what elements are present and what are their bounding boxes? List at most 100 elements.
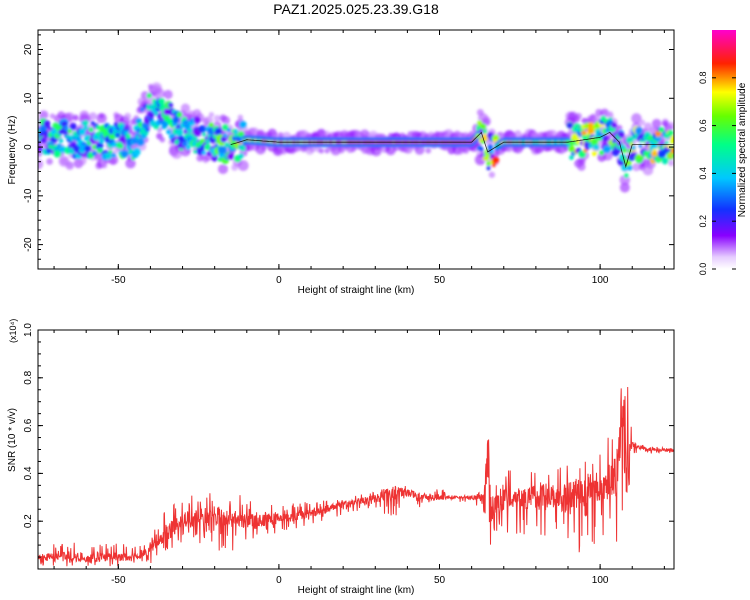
heat-blob (111, 141, 117, 148)
heat-blob (48, 144, 53, 149)
heat-blob (95, 125, 101, 130)
heat-blob (238, 153, 244, 159)
heat-blob (630, 152, 637, 159)
heat-halo (101, 162, 108, 169)
heat-halo (615, 124, 623, 132)
colorbar-ticks: 0.0 0.2 0.4 0.6 0.8 (698, 72, 736, 276)
heat-blob (83, 125, 89, 131)
heat-blob (629, 142, 634, 147)
x-tick-label: 50 (434, 575, 446, 586)
heat-halo (237, 160, 249, 172)
y-tick-label: 10 (23, 92, 34, 104)
heat-blob (40, 136, 47, 144)
heat-blob (666, 145, 671, 149)
heat-blob (193, 116, 201, 124)
heat-blob (569, 155, 574, 160)
heat-halo (124, 112, 132, 120)
snr-lines (38, 386, 674, 567)
heat-halo (667, 121, 674, 130)
heat-blob (133, 136, 138, 141)
heat-blob (133, 147, 141, 156)
x-tick-label: 0 (276, 575, 282, 586)
dominant-frequency-line (230, 131, 674, 169)
heat-halo (619, 182, 630, 193)
heat-blob (161, 121, 169, 128)
heat-halo (260, 144, 267, 151)
snr-y-label: SNR (10 * v/v) (7, 408, 18, 472)
heat-halo (180, 103, 191, 113)
heat-blob (146, 93, 152, 99)
spectrogram-frame (37, 29, 675, 270)
heat-halo (163, 89, 173, 100)
heat-blob (480, 123, 487, 130)
heat-blob (64, 125, 69, 130)
heat-blob (622, 148, 628, 154)
snr-series-line (38, 386, 674, 567)
heat-blob (205, 139, 210, 144)
heat-blob (92, 151, 97, 157)
y-tick-label: 0.6 (23, 418, 34, 432)
heat-blob (158, 98, 165, 105)
heat-blob (486, 161, 491, 166)
heat-blob (657, 150, 666, 159)
heat-blob (487, 144, 494, 150)
heat-blob (105, 152, 113, 160)
heat-blob (239, 120, 247, 129)
snr-y-ticks: 0.2 0.4 0.6 0.8 1.0 (23, 323, 674, 558)
colorbar-label: Normalized spectral amplitude (737, 82, 748, 217)
x-tick-label: 100 (592, 275, 609, 286)
heat-blob (57, 143, 62, 148)
heat-blob (167, 102, 174, 108)
heat-blob (182, 141, 188, 147)
heat-blob (482, 129, 488, 134)
heat-halo (99, 113, 105, 119)
y-tick-label: 0 (23, 144, 34, 150)
heat-blob (571, 133, 579, 141)
heat-blob (224, 142, 230, 148)
heat-halo (600, 108, 610, 118)
heat-blob (163, 108, 171, 116)
heat-blob (46, 125, 51, 129)
heat-halo (668, 160, 674, 167)
heat-halo (414, 144, 425, 155)
heat-blob (88, 127, 94, 133)
heat-blob (611, 139, 616, 144)
heat-blob (120, 150, 129, 158)
heat-halo (208, 112, 215, 118)
heat-blob (201, 126, 207, 132)
colorbar-tick-label: 0.0 (698, 263, 708, 276)
colorbar-tick-label: 0.2 (698, 215, 708, 228)
heat-blob (97, 147, 103, 154)
heat-blob (137, 121, 144, 128)
snr-y-multiplier: (x10⁴) (8, 319, 18, 343)
colorbar-tick-label: 0.8 (698, 72, 708, 85)
heat-blob (78, 128, 86, 136)
heat-halo (631, 113, 642, 124)
heat-blob (634, 126, 643, 135)
spectrogram-x-label: Height of straight line (km) (298, 285, 415, 296)
heat-blob (201, 150, 207, 155)
heat-halo (221, 116, 231, 125)
heat-blob (82, 120, 89, 126)
heat-blob (667, 129, 674, 137)
heat-blob (477, 120, 483, 126)
heat-halo (632, 162, 641, 172)
colorbar-tick-label: 0.4 (698, 167, 708, 180)
heat-blob (651, 142, 658, 149)
heat-halo (213, 114, 221, 122)
heat-blob (631, 145, 636, 151)
y-tick-label: 1.0 (23, 323, 34, 337)
heat-halo (154, 88, 165, 100)
heat-blob (665, 140, 669, 145)
heat-blob (84, 145, 91, 152)
heat-blob (176, 111, 183, 118)
x-tick-label: 0 (276, 275, 282, 286)
heat-blob (38, 146, 43, 153)
heat-blob (96, 142, 104, 150)
heat-halo (65, 112, 75, 122)
heat-blob (491, 156, 500, 164)
colorbar-tick-label: 0.6 (698, 119, 708, 132)
heat-halo (49, 113, 56, 119)
x-tick-label: -50 (111, 275, 126, 286)
heat-blob (212, 134, 217, 139)
